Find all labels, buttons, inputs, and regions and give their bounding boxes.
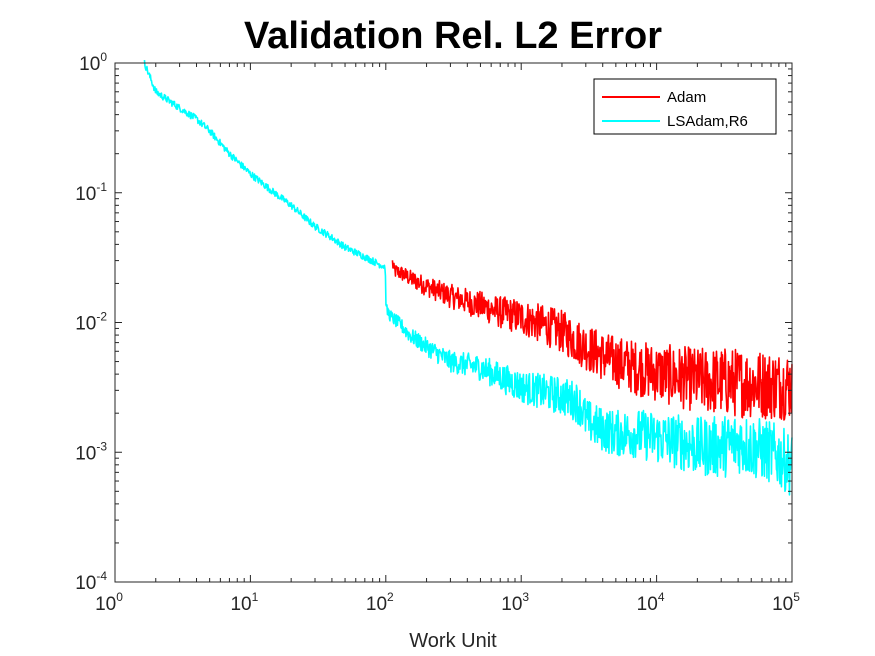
y-tick-label: 10-1 — [75, 180, 107, 205]
series-line-adam — [391, 260, 793, 421]
x-tick-label: 100 — [95, 590, 123, 615]
x-tick-label: 104 — [637, 590, 665, 615]
y-tick-label: 10-4 — [75, 569, 107, 594]
x-tick-label: 105 — [772, 590, 800, 615]
x-tick-label: 103 — [501, 590, 529, 615]
y-tick-label: 10-3 — [75, 439, 107, 464]
legend-label-lsadam: LSAdam,R6 — [667, 113, 748, 130]
y-tick-label: 100 — [79, 50, 107, 75]
x-tick-label: 102 — [366, 590, 394, 615]
y-tick-label: 10-2 — [75, 310, 107, 335]
x-axis-label: Work Unit — [409, 630, 497, 652]
series-layer — [143, 60, 793, 496]
legend-label-adam: Adam — [667, 89, 706, 106]
chart-title: Validation Rel. L2 Error — [244, 15, 662, 57]
axes: 100 101 102 103 104 105 10-4 10-3 10-2 10-1 100 — [75, 50, 800, 615]
x-tick-label: 101 — [230, 590, 258, 615]
legend: Adam LSAdam,R6 — [593, 78, 777, 135]
legend-box — [593, 78, 777, 135]
series-line-lsadam-r6 — [143, 60, 793, 496]
